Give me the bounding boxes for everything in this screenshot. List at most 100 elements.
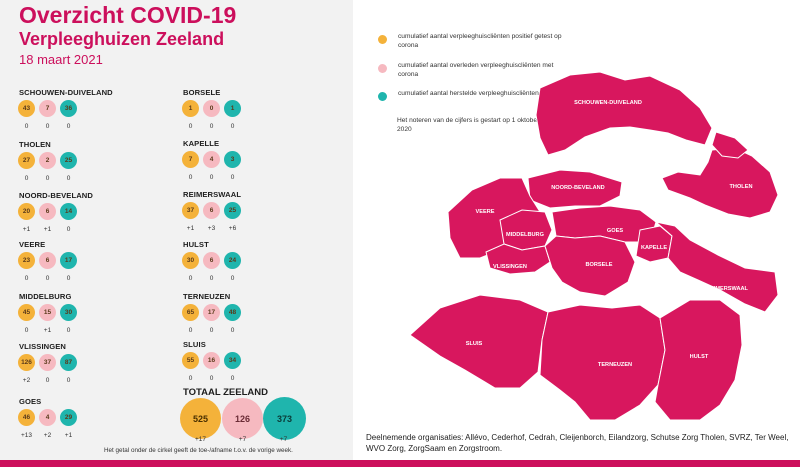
deceased-circle: 7 xyxy=(39,100,56,117)
map-label-middelburg: MIDDELBURG xyxy=(506,232,544,238)
deceased-change: 0 xyxy=(209,123,214,130)
recovered-change: +1 xyxy=(64,432,73,439)
positive-change: 0 xyxy=(24,175,29,182)
positive-circle: 30 xyxy=(182,252,199,269)
deceased-circle: 17 xyxy=(203,304,220,321)
positive-circle: 126 xyxy=(18,354,35,371)
legend-positive-dot xyxy=(378,35,387,44)
legend-recovered-dot xyxy=(378,92,387,101)
deceased-circle: 37 xyxy=(39,354,56,371)
deceased-circle: 0 xyxy=(203,100,220,117)
positive-change: 0 xyxy=(188,174,193,181)
map-label-schouwen-duiveland: SCHOUWEN-DUIVELAND xyxy=(574,100,642,106)
map-label-terneuzen: TERNEUZEN xyxy=(598,362,632,368)
municipality-reimerswaal: REIMERSWAAL 37 6 25 +1 +3 +6 xyxy=(182,190,343,240)
participating-organisations: Deelnemende organisaties: Allévo, Cederh… xyxy=(366,433,789,453)
page-subtitle: Verpleeghuizen Zeeland xyxy=(19,29,225,49)
municipality-vlissingen: VLISSINGEN 126 37 87 +2 0 0 xyxy=(18,342,179,392)
recovered-circle: 30 xyxy=(60,304,77,321)
deceased-circle: 6 xyxy=(203,202,220,219)
positive-circle: 55 xyxy=(182,352,199,369)
map-label-goes: GOES xyxy=(607,228,623,234)
deceased-change: 0 xyxy=(209,327,214,334)
positive-circle: 65 xyxy=(182,304,199,321)
map-label-hulst: HULST xyxy=(690,354,709,360)
map-region-sluis xyxy=(409,294,549,389)
legend-deceased-text: cumulatief aantal overleden verpleeghuis… xyxy=(398,62,554,78)
positive-change: 0 xyxy=(188,375,193,382)
total-recovered-circle: 373 xyxy=(263,397,306,440)
recovered-change: 0 xyxy=(230,375,235,382)
positive-change: 0 xyxy=(188,123,193,130)
deceased-change: 0 xyxy=(45,377,50,384)
map-region-borsele xyxy=(544,235,636,297)
positive-circle: 7 xyxy=(182,151,199,168)
deceased-circle: 6 xyxy=(39,252,56,269)
deceased-circle: 4 xyxy=(203,151,220,168)
positive-change: 0 xyxy=(188,327,193,334)
positive-circle: 20 xyxy=(18,203,35,220)
positive-circle: 37 xyxy=(182,202,199,219)
deceased-circle: 6 xyxy=(203,252,220,269)
municipality-name: HULST xyxy=(183,240,209,249)
map-label-borsele: BORSELE xyxy=(585,262,612,268)
report-date: 18 maart 2021 xyxy=(19,52,103,67)
positive-circle: 1 xyxy=(182,100,199,117)
map-label-veere: VEERE xyxy=(476,209,495,215)
page-title: Overzicht COVID-19 xyxy=(19,2,237,28)
recovered-circle: 34 xyxy=(224,352,241,369)
municipality-name: BORSELE xyxy=(183,88,221,97)
statistics-panel: Overzicht COVID-19 Verpleeghuizen Zeelan… xyxy=(0,0,353,460)
municipality-noord-beveland: NOORD-BEVELAND 20 6 14 +1 +1 0 xyxy=(18,191,179,241)
recovered-change: 0 xyxy=(230,327,235,334)
zeeland-map: SCHOUWEN-DUIVELAND THOLEN NOORD-BEVELAND… xyxy=(409,71,779,421)
map-label-kapelle: KAPELLE xyxy=(641,245,667,251)
positive-circle: 27 xyxy=(18,152,35,169)
positive-change: +1 xyxy=(186,225,195,232)
recovered-change: 0 xyxy=(66,377,71,384)
map-region-hulst xyxy=(654,299,743,421)
deceased-circle: 4 xyxy=(39,409,56,426)
deceased-change: +1 xyxy=(43,327,52,334)
total-deceased-circle: 126 xyxy=(222,398,263,439)
recovered-circle: 87 xyxy=(60,354,77,371)
positive-change: +2 xyxy=(22,377,31,384)
deceased-circle: 2 xyxy=(39,152,56,169)
legend-note: Het noteren van de cijfers is gestart op… xyxy=(397,117,540,133)
map-region-tholen xyxy=(661,147,779,219)
recovered-circle: 25 xyxy=(60,152,77,169)
municipality-name: MIDDELBURG xyxy=(19,292,72,301)
municipality-name: SCHOUWEN-DUIVELAND xyxy=(19,88,113,97)
recovered-change: 0 xyxy=(66,123,71,130)
deceased-change: 0 xyxy=(45,175,50,182)
municipality-veere: VEERE 23 6 17 0 0 0 xyxy=(18,240,179,290)
recovered-change: 0 xyxy=(66,327,71,334)
positive-circle: 45 xyxy=(18,304,35,321)
municipality-goes: GOES 46 4 29 +13 +2 +1 xyxy=(18,397,179,447)
recovered-change: 0 xyxy=(66,275,71,282)
map-region-noord-beveland xyxy=(527,169,623,209)
deceased-change: +2 xyxy=(43,432,52,439)
legend-positive-text: cumulatief aantal verpleeghuiscliënten p… xyxy=(398,33,562,49)
positive-change: 0 xyxy=(24,327,29,334)
positive-change: +1 xyxy=(22,226,31,233)
total-positive-change: +17 xyxy=(194,436,207,443)
municipality-name: TERNEUZEN xyxy=(183,292,231,301)
recovered-circle: 3 xyxy=(224,151,241,168)
positive-change: +13 xyxy=(20,432,33,439)
recovered-circle: 29 xyxy=(60,409,77,426)
positive-change: 0 xyxy=(24,123,29,130)
municipality-schouwen-duiveland: SCHOUWEN-DUIVELAND 43 7 36 0 0 0 xyxy=(18,88,179,138)
municipality-name: SLUIS xyxy=(183,340,206,349)
bottom-accent-bar xyxy=(0,460,800,467)
recovered-circle: 14 xyxy=(60,203,77,220)
municipality-borsele: BORSELE 1 0 1 0 0 0 xyxy=(182,88,343,138)
map-region-terneuzen xyxy=(539,304,666,421)
recovered-circle: 24 xyxy=(224,252,241,269)
recovered-circle: 25 xyxy=(224,202,241,219)
municipality-tholen: THOLEN 27 2 25 0 0 0 xyxy=(18,140,179,190)
map-region-middelburg xyxy=(499,209,553,251)
municipality-name: REIMERSWAAL xyxy=(183,190,242,199)
recovered-change: 0 xyxy=(230,275,235,282)
deceased-circle: 6 xyxy=(39,203,56,220)
